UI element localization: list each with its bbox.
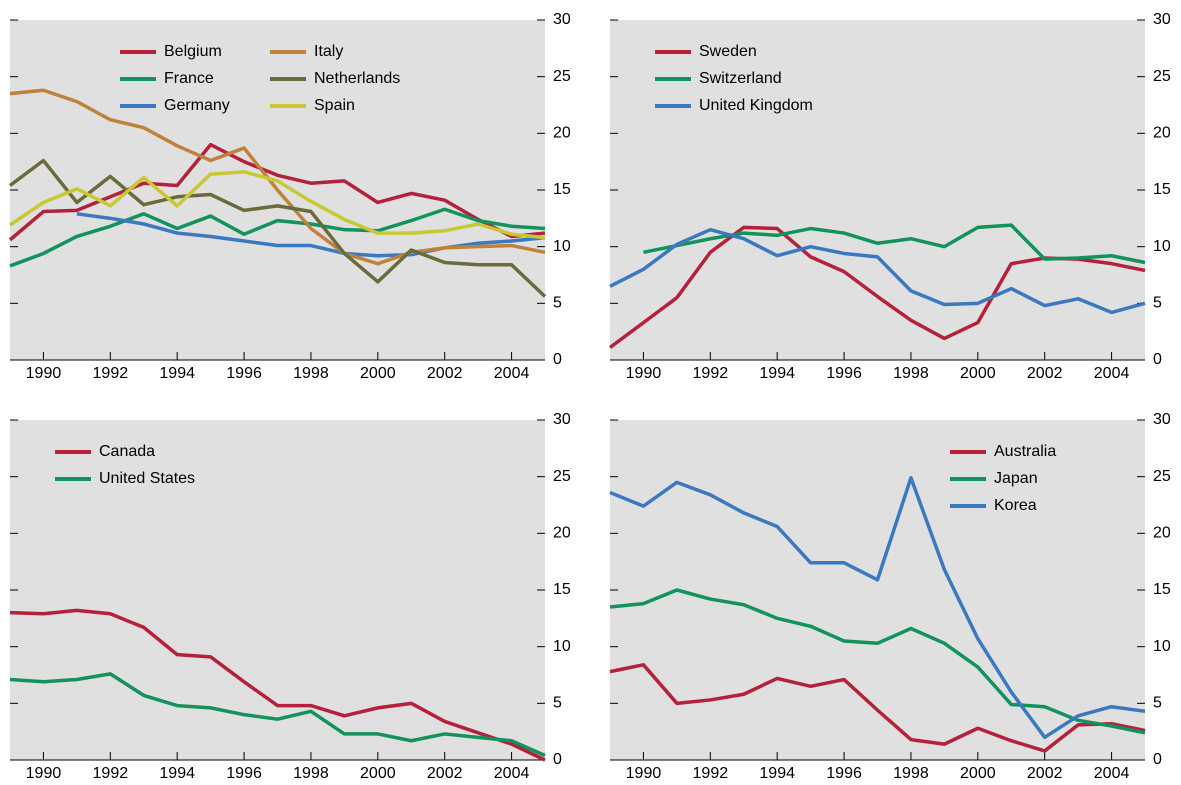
x-tick-label: 1994 xyxy=(159,765,195,782)
x-tick-label: 1994 xyxy=(759,365,795,382)
y-tick-label: 0 xyxy=(1153,751,1162,768)
x-tick-label: 2000 xyxy=(960,365,996,382)
y-tick-label: 0 xyxy=(553,751,562,768)
series-line xyxy=(9,207,546,268)
legend-label: France xyxy=(164,70,214,87)
y-tick-label: 30 xyxy=(553,411,571,428)
y-tick-label: 5 xyxy=(553,695,562,712)
series-line xyxy=(609,227,1146,315)
series-line xyxy=(9,170,546,240)
legend-label: Italy xyxy=(314,43,343,60)
x-tick-label: 1990 xyxy=(626,365,662,382)
y-tick-label: 25 xyxy=(553,468,571,485)
x-tick-label: 1994 xyxy=(159,365,195,382)
y-tick-label: 5 xyxy=(1153,695,1162,712)
y-tick-label: 10 xyxy=(553,638,571,655)
y-tick-label: 20 xyxy=(553,525,571,542)
x-tick-label: 1996 xyxy=(226,365,262,382)
y-tick-label: 20 xyxy=(1153,525,1171,542)
legend-label: Germany xyxy=(164,97,230,114)
y-tick-label: 20 xyxy=(1153,125,1171,142)
x-tick-label: 2000 xyxy=(360,765,396,782)
y-tick-label: 25 xyxy=(553,68,571,85)
y-tick-label: 30 xyxy=(1153,11,1171,28)
x-tick-label: 1992 xyxy=(93,365,129,382)
series-line xyxy=(76,212,546,258)
x-tick-label: 2000 xyxy=(360,365,396,382)
y-tick-label: 25 xyxy=(1153,68,1171,85)
x-tick-label: 2002 xyxy=(1027,765,1063,782)
x-tick-label: 1998 xyxy=(293,765,329,782)
series-line xyxy=(8,158,547,298)
y-tick-label: 5 xyxy=(1153,295,1162,312)
series-line xyxy=(609,476,1146,740)
x-tick-label: 1998 xyxy=(893,765,929,782)
y-tick-label: 0 xyxy=(1153,351,1162,368)
y-tick-label: 15 xyxy=(553,581,571,598)
y-tick-label: 25 xyxy=(1153,468,1171,485)
y-tick-label: 15 xyxy=(553,181,571,198)
plot-area xyxy=(10,420,545,760)
x-tick-label: 1996 xyxy=(226,765,262,782)
x-tick-label: 1992 xyxy=(693,765,729,782)
x-tick-label: 1996 xyxy=(826,765,862,782)
x-tick-label: 1990 xyxy=(26,765,62,782)
y-tick-label: 30 xyxy=(553,11,571,28)
y-tick-label: 0 xyxy=(553,351,562,368)
legend-label: Korea xyxy=(994,497,1037,514)
legend-label: Belgium xyxy=(164,43,222,60)
legend-label: Switzerland xyxy=(699,70,782,87)
x-tick-label: 2000 xyxy=(960,765,996,782)
y-tick-label: 10 xyxy=(1153,238,1171,255)
x-tick-label: 2004 xyxy=(494,765,530,782)
y-tick-label: 5 xyxy=(553,295,562,312)
legend-label: Japan xyxy=(994,470,1038,487)
legend-label: Sweden xyxy=(699,43,757,60)
x-tick-label: 1998 xyxy=(293,365,329,382)
legend-label: Netherlands xyxy=(314,70,400,87)
plot-area xyxy=(610,420,1145,760)
x-tick-label: 2002 xyxy=(427,365,463,382)
y-tick-label: 30 xyxy=(1153,411,1171,428)
legend-label: Spain xyxy=(314,97,355,114)
series-line xyxy=(9,88,546,266)
series-line xyxy=(609,663,1146,753)
x-tick-label: 1990 xyxy=(626,765,662,782)
x-tick-label: 2004 xyxy=(1094,765,1130,782)
x-tick-label: 2002 xyxy=(427,765,463,782)
y-tick-label: 15 xyxy=(1153,581,1171,598)
y-tick-label: 20 xyxy=(553,125,571,142)
y-tick-label: 15 xyxy=(1153,181,1171,198)
x-tick-label: 1992 xyxy=(693,365,729,382)
legend-label: Canada xyxy=(99,443,155,460)
x-tick-label: 1998 xyxy=(893,365,929,382)
plot-area xyxy=(610,20,1145,360)
x-tick-label: 2004 xyxy=(1094,365,1130,382)
series-line xyxy=(9,608,546,762)
legend-label: United Kingdom xyxy=(699,97,813,114)
legend-label: Australia xyxy=(994,443,1056,460)
series-line xyxy=(609,588,1146,735)
legend-label: United States xyxy=(99,470,195,487)
x-tick-label: 2004 xyxy=(494,365,530,382)
x-tick-label: 1992 xyxy=(93,765,129,782)
y-tick-label: 10 xyxy=(553,238,571,255)
x-tick-label: 1994 xyxy=(759,765,795,782)
x-tick-label: 1996 xyxy=(826,365,862,382)
y-tick-label: 10 xyxy=(1153,638,1171,655)
x-tick-label: 1990 xyxy=(26,365,62,382)
x-tick-label: 2002 xyxy=(1027,365,1063,382)
series-line xyxy=(9,672,546,758)
